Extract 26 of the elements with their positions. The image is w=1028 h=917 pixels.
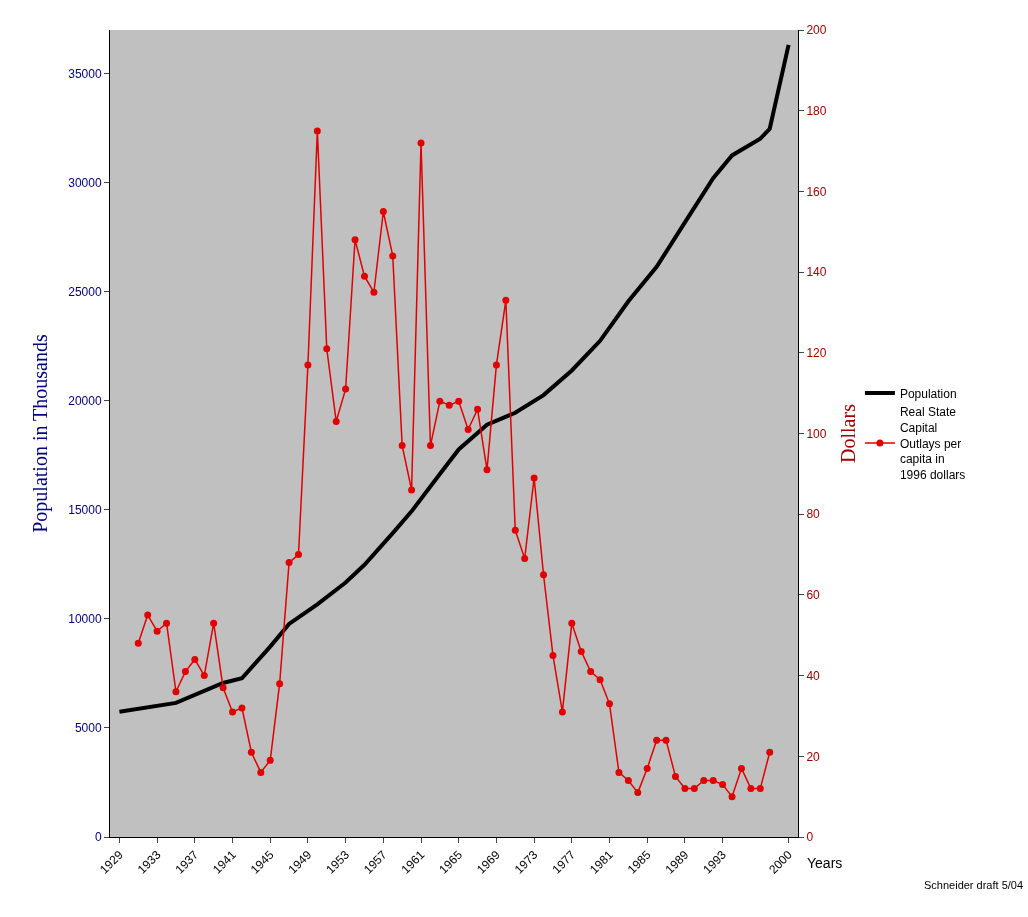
y2-tick-label: 180 [806, 103, 827, 118]
line-series [117, 42, 791, 714]
y-tick-label: 15000 [68, 503, 102, 518]
y2-tick-label: 120 [806, 346, 827, 360]
y2-tick-label: 160 [806, 184, 827, 199]
y-tick-label: 0 [94, 830, 102, 845]
y-tick-label: 25000 [68, 284, 102, 299]
y-axis-title: Population in Thousands [28, 334, 52, 533]
x-axis-title: Years [807, 855, 843, 871]
y2-tick-label: 20 [806, 749, 821, 764]
y2-tick-label: 200 [806, 23, 827, 38]
y-tick-label: 10000 [68, 612, 102, 627]
y-tick-label: 30000 [68, 175, 102, 190]
y2-tick-label: 60 [806, 588, 821, 603]
legend-label: Real State Capital Outlays per capita in 1996 dollars [899, 405, 966, 482]
text: Schneider draft 5/04 [924, 879, 1024, 891]
legend-label: Population [899, 386, 957, 401]
y2-tick-label: 100 [806, 426, 827, 441]
y2-axis-title: Dollars [837, 403, 860, 463]
y2-tick-label: 40 [806, 668, 821, 683]
y-tick-label: 35000 [68, 66, 102, 81]
y-tick-label: 20000 [68, 393, 102, 408]
y2-tick-label: 140 [806, 265, 827, 280]
y2-tick-label: 80 [806, 507, 821, 522]
y-tick-label: 5000 [74, 721, 102, 736]
y2-tick-label: 0 [806, 830, 814, 845]
